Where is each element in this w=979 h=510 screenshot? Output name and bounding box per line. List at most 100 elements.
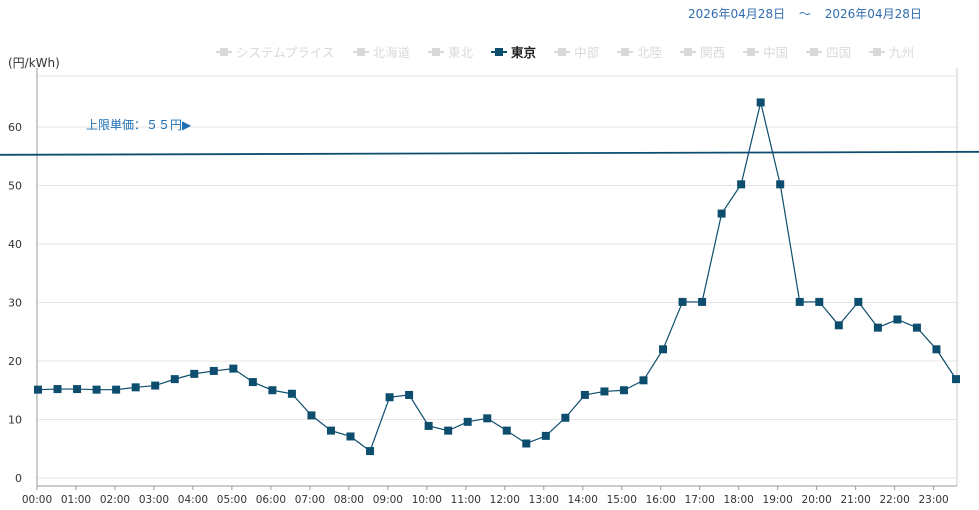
x-tick-label: 13:00 bbox=[529, 494, 559, 506]
data-point bbox=[444, 426, 453, 435]
data-point bbox=[73, 385, 82, 394]
data-point bbox=[932, 345, 941, 354]
axes: 0 10 20 30 40 50 60 00:00 01:00 02:00 03:00 04:00 05… bbox=[8, 68, 958, 506]
data-point bbox=[580, 390, 589, 399]
legend-label: システムプライス bbox=[236, 45, 335, 60]
legend-marker-icon bbox=[352, 47, 369, 57]
date-from: 2026年04月28日 bbox=[688, 7, 786, 21]
legend-label: 九州 bbox=[889, 45, 915, 60]
legend-marker-icon bbox=[680, 47, 697, 57]
legend-label: 東京 bbox=[511, 45, 537, 60]
y-tick-label: 50 bbox=[8, 180, 22, 193]
legend-label: 北陸 bbox=[637, 45, 663, 60]
data-point bbox=[678, 297, 687, 306]
y-tick-label: 10 bbox=[8, 414, 22, 427]
legend-item[interactable]: 東北 bbox=[428, 42, 473, 61]
date-range: 2026年04月28日 ～ 2026年04月28日 bbox=[688, 5, 948, 22]
x-tick-label: 23:00 bbox=[918, 494, 948, 506]
data-point bbox=[541, 431, 550, 440]
legend-item[interactable]: 九州 bbox=[869, 42, 914, 61]
legend-marker-icon bbox=[617, 47, 634, 57]
legend-item[interactable]: 北陸 bbox=[617, 42, 662, 61]
data-point bbox=[952, 375, 960, 384]
legend-item[interactable]: 関西 bbox=[680, 42, 725, 61]
data-point bbox=[34, 385, 42, 394]
legend-marker-icon bbox=[743, 47, 760, 57]
legend-item[interactable]: 四国 bbox=[806, 42, 851, 61]
data-point bbox=[834, 321, 843, 330]
data-point bbox=[502, 426, 511, 435]
x-tick-label: 04:00 bbox=[178, 494, 208, 506]
price-cap-label: 上限単価：５５円▶ bbox=[86, 118, 192, 132]
data-point bbox=[737, 180, 746, 189]
data-point bbox=[815, 297, 824, 306]
x-tick-label: 17:00 bbox=[685, 494, 715, 506]
x-tick-label: 05:00 bbox=[217, 494, 247, 506]
x-tick-label: 01:00 bbox=[61, 494, 91, 506]
legend-label: 四国 bbox=[826, 45, 852, 60]
data-point bbox=[483, 414, 492, 423]
x-tick-label: 10:00 bbox=[412, 494, 442, 506]
data-point bbox=[893, 315, 902, 324]
x-tick-label: 16:00 bbox=[646, 494, 676, 506]
data-point bbox=[346, 432, 355, 441]
data-point bbox=[229, 364, 238, 373]
data-point bbox=[659, 345, 668, 354]
legend-item[interactable]: システムプライス bbox=[216, 42, 335, 61]
data-point bbox=[619, 386, 628, 395]
legend-marker-icon bbox=[491, 47, 508, 57]
data-point bbox=[424, 421, 433, 430]
legend-item[interactable]: 北海道 bbox=[352, 42, 411, 61]
data-point bbox=[131, 383, 140, 392]
legend-item[interactable]: 中国 bbox=[743, 42, 788, 61]
legend-label: 東北 bbox=[448, 45, 474, 60]
data-point bbox=[366, 447, 375, 456]
data-point bbox=[151, 381, 160, 390]
legend-marker-icon bbox=[428, 47, 445, 57]
date-to: 2026年04月28日 bbox=[824, 7, 922, 21]
legend-label: 関西 bbox=[700, 45, 726, 60]
x-tick-label: 02:00 bbox=[100, 494, 130, 506]
legend-label: 中部 bbox=[574, 45, 600, 60]
legend-marker-icon bbox=[869, 47, 886, 57]
data-point bbox=[170, 375, 179, 384]
x-tick-label: 18:00 bbox=[724, 494, 754, 506]
legend-label: 北海道 bbox=[372, 45, 411, 60]
legend-marker-icon bbox=[216, 47, 232, 57]
data-point bbox=[854, 297, 863, 306]
data-point bbox=[190, 369, 199, 378]
price-cap-line bbox=[0, 150, 979, 156]
x-tick-label: 03:00 bbox=[139, 494, 169, 506]
data-point bbox=[248, 378, 257, 387]
x-tick-label: 21:00 bbox=[841, 494, 871, 506]
date-separator: ～ bbox=[798, 7, 811, 21]
data-point bbox=[873, 323, 882, 332]
data-point bbox=[326, 426, 335, 435]
data-point bbox=[287, 389, 296, 398]
x-tick-label: 11:00 bbox=[451, 494, 481, 506]
y-tick-label: 0 bbox=[15, 472, 22, 485]
data-point bbox=[639, 376, 648, 385]
x-tick-label: 15:00 bbox=[607, 494, 637, 506]
chart-legend: システムプライス 北海道 東北 東京 中部 北陸 関西 中国 四国 九州 bbox=[216, 42, 932, 61]
x-tick-label: 06:00 bbox=[256, 494, 286, 506]
y-tick-label: 20 bbox=[8, 355, 22, 368]
data-point bbox=[776, 180, 785, 189]
legend-item[interactable]: 中部 bbox=[554, 42, 599, 61]
x-tick-label: 19:00 bbox=[763, 494, 793, 506]
x-tick-label: 14:00 bbox=[568, 494, 598, 506]
series-tokyo bbox=[34, 98, 960, 456]
data-point bbox=[463, 417, 472, 426]
x-tick-label: 00:00 bbox=[22, 494, 52, 506]
legend-marker-icon bbox=[806, 47, 823, 57]
price-cap: 上限単価：５５円▶ bbox=[0, 118, 979, 156]
legend-marker-icon bbox=[554, 47, 571, 57]
data-point bbox=[112, 385, 121, 394]
data-point bbox=[53, 385, 62, 394]
data-point bbox=[268, 386, 277, 395]
x-tick-label: 07:00 bbox=[295, 494, 325, 506]
legend-item[interactable]: 東京 bbox=[491, 42, 536, 61]
x-tick-label: 20:00 bbox=[802, 494, 832, 506]
grid-lines bbox=[37, 75, 957, 479]
